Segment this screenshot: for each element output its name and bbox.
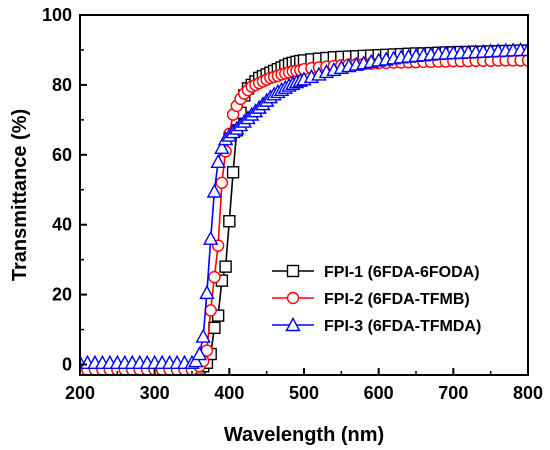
legend-label: FPI-2 (6FDA-TFMB) <box>324 291 470 308</box>
data-point <box>215 176 229 189</box>
x-tick-label: 300 <box>140 383 170 403</box>
data-point <box>226 166 240 179</box>
y-tick-label: 40 <box>52 215 72 235</box>
data-point <box>188 353 204 368</box>
legend-label: FPI-1 (6FDA-6FODA) <box>324 264 480 281</box>
series-line <box>80 49 528 364</box>
x-axis-title: Wavelength (nm) <box>224 424 384 446</box>
y-tick-label: 60 <box>52 145 72 165</box>
legend-item: FPI-3 (6FDA-TFMDA) <box>272 317 481 335</box>
data-point <box>195 328 211 343</box>
data-point <box>210 153 226 168</box>
x-tick-label: 500 <box>289 383 319 403</box>
legend-item: FPI-2 (6FDA-TFMB) <box>272 291 470 308</box>
data-point <box>208 321 221 335</box>
y-axis-title: Transmittance (%) <box>9 109 31 281</box>
data-point <box>191 346 208 361</box>
data-point <box>219 260 232 273</box>
legend-marker <box>286 291 300 305</box>
ticks-layer: 200 300 400 500 600 700 800 0 20 40 60 80 100 <box>42 5 543 403</box>
legend-label: FPI-3 (6FDA-TFMDA) <box>324 318 481 335</box>
x-tick-label: 800 <box>513 383 543 403</box>
x-tick-label: 200 <box>65 383 95 403</box>
y-tick-label: 20 <box>52 285 72 305</box>
x-tick-label: 700 <box>438 383 468 403</box>
legend-marker <box>285 317 301 332</box>
data-point <box>204 304 217 317</box>
y-tick-label: 80 <box>52 75 72 95</box>
series-layer <box>80 41 528 375</box>
data-point <box>202 230 219 245</box>
y-tick-label: 0 <box>62 355 72 375</box>
data-point <box>208 270 221 284</box>
x-tick-label: 600 <box>364 383 394 403</box>
series-3 <box>80 41 528 369</box>
data-point <box>214 139 230 155</box>
x-tick-label: 400 <box>214 383 244 403</box>
legend: FPI-1 (6FDA-6FODA) FPI-2 (6FDA-TFMB) FPI-3… <box>272 264 481 335</box>
legend-marker <box>286 264 300 278</box>
data-point <box>520 41 528 57</box>
legend-item: FPI-1 (6FDA-6FODA) <box>272 264 480 281</box>
data-point <box>521 54 528 67</box>
y-tick-label: 100 <box>42 5 72 25</box>
data-point <box>199 284 215 300</box>
data-point <box>206 183 223 198</box>
data-point <box>223 215 236 228</box>
